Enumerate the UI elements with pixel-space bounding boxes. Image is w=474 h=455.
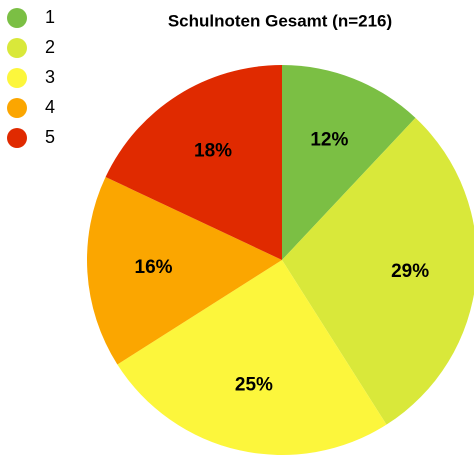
- slice-label: 18%: [194, 140, 232, 161]
- legend-label: 5: [45, 127, 55, 147]
- legend-label: 1: [45, 7, 55, 27]
- pie-slice: [282, 65, 416, 260]
- legend-label: 2: [45, 37, 55, 57]
- legend-swatch: [7, 128, 27, 148]
- legend-swatch: [7, 8, 27, 28]
- legend-label: 3: [45, 67, 55, 87]
- slice-label: 12%: [310, 129, 348, 150]
- slice-label: 16%: [135, 257, 173, 278]
- legend-swatch: [7, 38, 27, 58]
- pie-slice: [105, 65, 283, 260]
- pie-slice: [282, 117, 474, 425]
- pie-slice: [117, 260, 387, 455]
- chart-title: Schulnoten Gesamt (n=216): [168, 11, 392, 30]
- legend-swatch: [7, 98, 27, 118]
- slice-label: 25%: [235, 375, 273, 396]
- legend-swatch: [7, 68, 27, 88]
- slice-label: 29%: [391, 261, 429, 282]
- legend-label: 4: [45, 97, 55, 117]
- pie-slice: [86, 176, 282, 365]
